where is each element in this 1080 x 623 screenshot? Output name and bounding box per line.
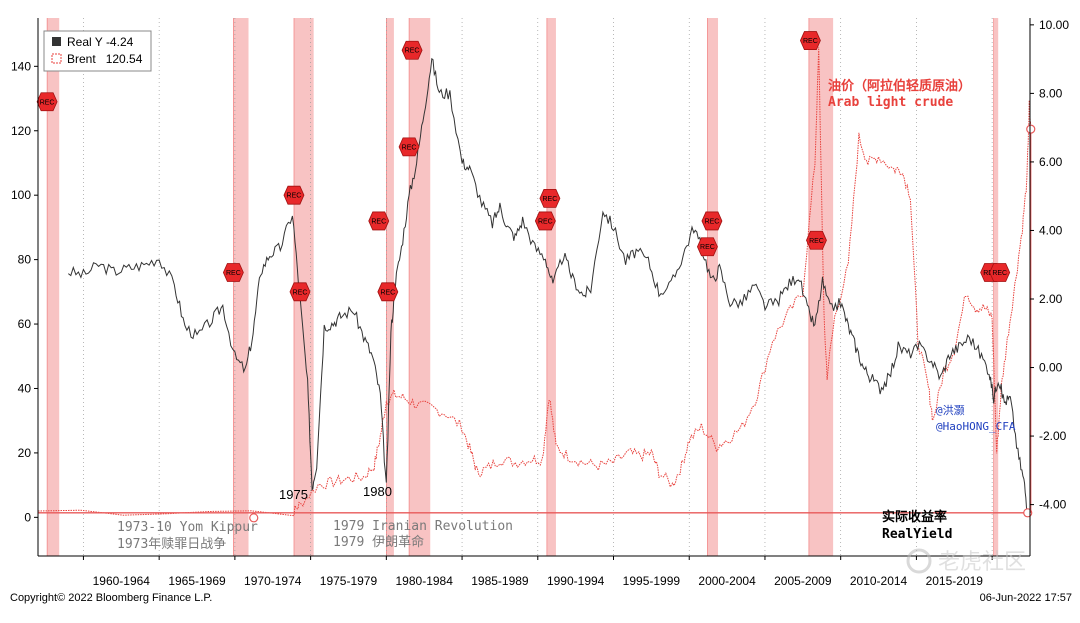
rec-marker-4 [368,211,390,231]
rec-marker-3 [289,282,311,302]
footer-copyright: Copyright© 2022 Bloomberg Finance L.P. [10,592,212,604]
footer-timestamp: 06-Jun-2022 17:57 [980,592,1072,604]
right-tick-label: 10.00 [1039,18,1069,32]
series-lines [37,46,1036,523]
x-tick-label: 2005-2009 [774,574,832,588]
tiger-logo-icon [906,548,932,574]
x-tick-label: 1990-1994 [547,574,605,588]
rec-marker-label-1: REC [226,270,241,277]
left-tick-label: 40 [18,381,32,395]
x-tick-label: 2010-2014 [850,574,908,588]
annotation-1975: 1975 [279,487,308,502]
annotation-handle-cn: @洪灏 [936,403,965,417]
rec-marker-8 [539,189,561,208]
recession-band-5 [546,18,556,556]
right-tick-label: 4.00 [1039,223,1063,237]
x-tick-label: 1985-1989 [471,574,529,588]
rec-marker-6 [401,40,423,60]
annotation-arab-crude-en: Arab light crude [828,95,953,110]
rec-marker-label-8: REC [543,196,558,203]
x-tick-label: 2015-2019 [926,574,984,588]
annotation-yom-kippur-en: 1973-10 Yom Kippur [117,520,258,535]
watermark-text: 老虎社区 [938,550,1026,575]
rec-marker-label-4: REC [371,218,386,225]
x-tick-label: 1995-1999 [623,574,681,588]
legend-brent-label: Brent 120.54 [67,52,143,66]
rec-marker-label-5: REC [380,289,395,296]
legend-real-y-label: Real Y -4.24 [67,35,134,49]
rec-marker-1 [222,263,244,282]
right-tick-label: 0.00 [1039,361,1063,375]
annotation-yom-kippur-cn: 1973年赎罪日战争 [117,537,226,552]
rec-marker-label-15: REC [992,270,1007,277]
rec-marker-label-11: REC [700,244,715,251]
rec-marker-label-9: REC [538,218,553,225]
recession-band-6 [707,18,719,556]
rec-marker-5 [377,282,399,302]
rec-marker-label-0: REC [40,99,55,106]
rec-marker-label-2: REC [287,193,302,200]
annotation-real-yield-en: RealYield [882,527,952,542]
rec-marker-label-10: REC [705,218,720,225]
left-tick-label: 140 [11,59,31,73]
legend-swatch-brent [51,53,62,64]
left-tick-label: 120 [11,124,31,138]
right-tick-label: 6.00 [1039,155,1063,169]
left-tick-label: 0 [24,510,31,524]
legend-swatch-real-y [52,37,61,46]
annotation-iran-en: 1979 Iranian Revolution [333,519,513,534]
x-tick-label: 1965-1969 [168,574,226,588]
recession-band-1 [233,18,249,556]
rec-marker-label-3: REC [293,289,308,296]
annotation-handle-en: @HaoHONG_CFA [936,420,1016,433]
rec-marker-label-13: REC [809,238,824,245]
annotation-1980: 1980 [363,484,392,499]
rec-marker-9 [534,211,556,231]
right-tick-label: 2.00 [1039,292,1063,306]
rec-marker-7 [398,137,420,157]
annotation-iran-cn: 1979 伊朗革命 [333,534,424,550]
rec-marker-10 [701,211,723,231]
rec-marker-2 [283,185,305,205]
annotation-arab-crude-cn: 油价（阿拉伯轻质原油） [828,78,971,94]
rec-markers: REC REC REC REC REC REC REC REC REC REC REC REC REC R… [36,31,1011,302]
recession-band-8 [993,18,999,556]
real-y-line [67,57,1028,514]
rec-marker-label-6: REC [405,48,420,55]
x-tick-label: 1980-1984 [396,574,454,588]
left-tick-label: 80 [18,253,32,267]
right-tick-label: -4.00 [1039,498,1067,512]
annotation-real-yield-cn: 实际收益率 [882,509,947,525]
rec-marker-0 [36,92,58,112]
right-tick-label: 8.00 [1039,86,1063,100]
axis-ticks: 0 20 40 60 80 100 120 140 -4.00 -2.00 0.00 2.00 4.00… [11,18,1069,588]
x-tick-label: 1960-1964 [93,574,151,588]
watermark: 老虎社区 [906,548,1026,575]
brent-line [37,46,1032,517]
x-tick-label: 2000-2004 [698,574,756,588]
rec-marker-13 [806,230,827,250]
rec-marker-15 [989,263,1011,282]
brent-end-marker [1026,124,1036,134]
recession-band-0 [47,18,60,556]
x-tick-label: 1970-1974 [244,574,302,588]
left-tick-label: 100 [11,188,31,202]
legend: Real Y -4.24 Brent 120.54 [43,30,152,72]
reference-marker-left [249,513,259,523]
rec-marker-label-12: REC [803,38,818,45]
left-tick-label: 60 [18,317,32,331]
rec-marker-11 [696,237,718,257]
right-tick-label: -2.00 [1039,429,1067,443]
left-tick-label: 20 [18,446,32,460]
x-tick-label: 1975-1979 [320,574,378,588]
rec-marker-12 [799,31,821,50]
rec-marker-label-7: REC [402,144,417,151]
